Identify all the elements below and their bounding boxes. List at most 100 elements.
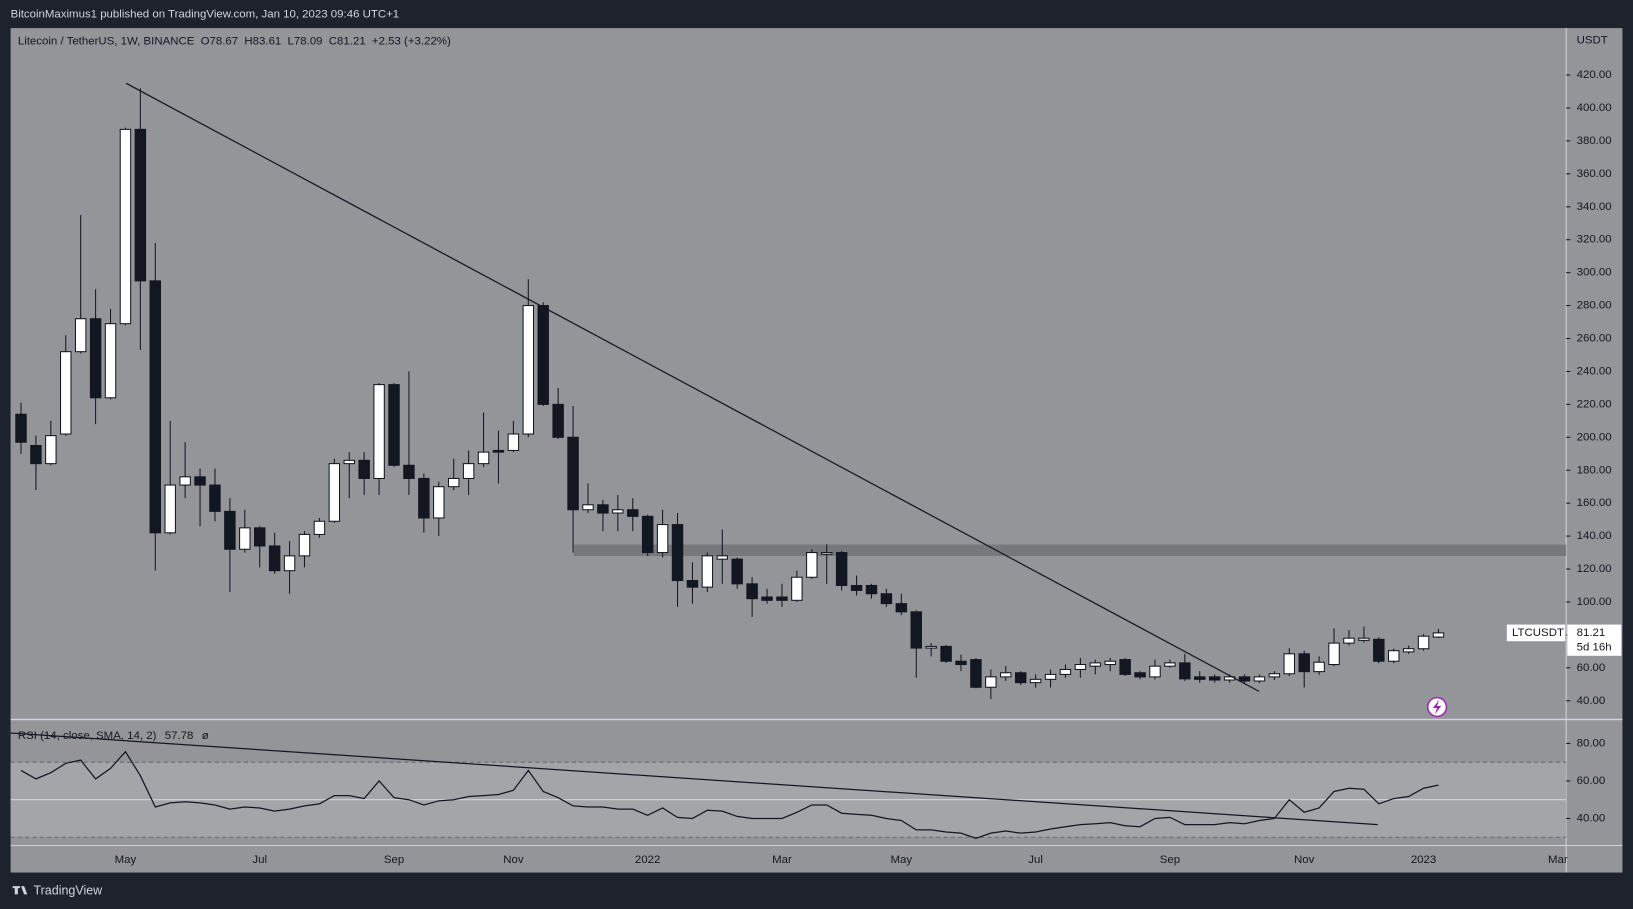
y-tick-label: 200.00 xyxy=(1577,431,1612,443)
candle-body xyxy=(791,576,803,601)
x-tick-label: Mar xyxy=(1548,854,1568,866)
candle-body xyxy=(910,611,922,649)
ohlc-value: 81.21 xyxy=(337,36,366,48)
plot-area xyxy=(10,28,1567,873)
candle-body xyxy=(1208,676,1221,681)
candle-body xyxy=(731,558,743,585)
candle-body xyxy=(328,463,341,522)
candle-body xyxy=(104,323,117,399)
candle-body xyxy=(224,510,236,550)
x-tick-label: May xyxy=(115,854,137,866)
alert-bolt xyxy=(1432,699,1442,715)
candle-body xyxy=(15,413,27,443)
candle-body xyxy=(45,435,57,465)
symbol-tag-text: LTCUSDT xyxy=(1512,627,1564,639)
candle-body xyxy=(985,676,997,688)
candle-body xyxy=(358,459,370,479)
candle-body xyxy=(1313,661,1325,673)
candle-body xyxy=(373,384,385,479)
y-tick-label: 60.00 xyxy=(1577,775,1606,787)
candle-body xyxy=(1059,668,1072,675)
candle-body xyxy=(880,593,893,605)
y-tick-label: 120.00 xyxy=(1577,563,1612,575)
symbol-tag xyxy=(1506,624,1566,642)
candle-body xyxy=(1134,672,1146,678)
candle-body xyxy=(806,552,818,578)
x-tick-label: 2023 xyxy=(1411,854,1436,866)
rsi-line xyxy=(20,750,1439,840)
last-price-box xyxy=(1567,624,1622,656)
marks xyxy=(10,88,1567,840)
candle-body xyxy=(1044,673,1057,680)
candle-body xyxy=(627,509,639,517)
candle-body xyxy=(925,645,937,649)
candle-body xyxy=(597,504,609,514)
candle-body xyxy=(1119,659,1131,675)
candle-body xyxy=(1298,653,1310,673)
candle-body xyxy=(1074,664,1087,670)
y-tick-label: 360.00 xyxy=(1577,168,1612,180)
candle-body xyxy=(1089,662,1102,667)
countdown: 5d 16h xyxy=(1577,642,1612,654)
rsi-legend: RSI (14, close, SMA, 14, 2) 57.78 ø xyxy=(18,730,209,742)
candle-body xyxy=(865,584,878,595)
ohlc-label: H xyxy=(244,36,252,48)
candle-body xyxy=(686,580,699,588)
candle-body xyxy=(1253,676,1266,682)
rsi-value: 57.78 xyxy=(165,730,194,742)
candle-body xyxy=(1402,648,1415,653)
candle-body xyxy=(656,524,669,554)
candle-body xyxy=(1343,637,1355,644)
candle-body xyxy=(1000,672,1012,678)
candle-body xyxy=(1164,662,1176,667)
ohlc-value: 83.61 xyxy=(253,36,282,48)
x-tick-label: Sep xyxy=(384,854,404,866)
candle-body xyxy=(1238,676,1251,682)
ohlc-label: O xyxy=(201,36,210,48)
candle-body xyxy=(179,476,191,486)
y-tick-label: 300.00 xyxy=(1577,267,1612,279)
candle-body xyxy=(716,555,729,560)
y-tick-label: 60.00 xyxy=(1577,662,1606,674)
candle-body xyxy=(1283,653,1296,675)
candle-body xyxy=(164,484,176,534)
candle-body xyxy=(239,527,251,550)
brand-logo xyxy=(12,886,28,895)
y-tick-label: 220.00 xyxy=(1577,398,1612,410)
candle-body xyxy=(895,603,908,613)
rsi-icon: ø xyxy=(202,730,209,742)
candle-body xyxy=(268,545,281,572)
candle-body xyxy=(582,504,594,511)
last-price: 81.21 xyxy=(1577,627,1606,639)
candle-body xyxy=(970,659,982,688)
ohlc-value: 78.09 xyxy=(294,36,323,48)
candle-body xyxy=(746,583,758,600)
y-tick-label: 80.00 xyxy=(1577,737,1606,749)
candle-body xyxy=(1328,642,1340,666)
x-tick-label: Jul xyxy=(1028,854,1043,866)
candle-body xyxy=(507,433,520,451)
candle-body xyxy=(567,436,579,511)
x-tick-label: 2022 xyxy=(635,854,660,866)
x-tick-label: Nov xyxy=(1294,854,1315,866)
candle-body xyxy=(701,555,714,588)
candle-body xyxy=(134,128,147,282)
candle-body xyxy=(209,484,221,512)
candle-body xyxy=(119,128,132,325)
candle-body xyxy=(283,555,296,572)
y-tick-label: 420.00 xyxy=(1577,69,1612,81)
resistance-zone xyxy=(573,544,1567,557)
candle-body xyxy=(254,527,266,547)
ohlc-label: L xyxy=(288,36,294,48)
ohlc-value: 78.67 xyxy=(210,36,239,48)
candle-body xyxy=(343,459,355,465)
y-axis-label: USDT xyxy=(1577,35,1608,47)
x-tick-label: May xyxy=(891,854,913,866)
x-tick-label: Sep xyxy=(1160,854,1180,866)
candle-body xyxy=(776,596,788,601)
candle-body xyxy=(89,318,102,399)
candle-body xyxy=(447,477,460,488)
candle-body xyxy=(403,464,415,479)
candle-body xyxy=(850,584,863,591)
